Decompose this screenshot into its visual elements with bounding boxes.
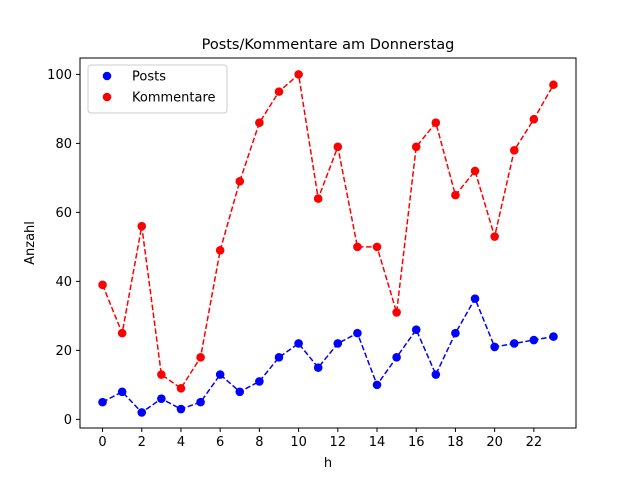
data-point-posts xyxy=(235,387,245,397)
x-tick-label: 14 xyxy=(369,435,386,450)
data-point-kommentare xyxy=(549,80,558,90)
data-point-posts xyxy=(137,408,147,417)
legend: Posts Kommentare xyxy=(87,64,228,114)
data-point-posts xyxy=(470,294,480,303)
y-tick-label: 0 xyxy=(64,413,72,428)
data-point-kommentare xyxy=(411,142,421,152)
y-tick-label: 60 xyxy=(55,206,72,221)
series-line-kommentare xyxy=(101,72,555,390)
y-tick-label: 20 xyxy=(55,344,72,359)
data-point-posts xyxy=(451,328,460,338)
data-point-kommentare xyxy=(137,221,147,231)
data-point-kommentare xyxy=(235,177,245,186)
y-axis-label: Anzahl xyxy=(23,221,38,265)
x-tick-label: 22 xyxy=(526,435,543,450)
x-tick-label: 12 xyxy=(330,435,347,450)
series-line-posts xyxy=(102,296,554,414)
data-point-kommentare xyxy=(372,242,382,252)
data-point-kommentare xyxy=(157,370,166,379)
data-point-kommentare xyxy=(313,194,323,203)
data-point-kommentare xyxy=(274,87,284,96)
data-point-kommentare xyxy=(451,190,460,200)
data-point-posts xyxy=(255,377,264,386)
legend-label: Kommentare xyxy=(132,91,216,106)
x-tick-label: 6 xyxy=(216,435,224,450)
legend-label: Posts xyxy=(132,70,166,85)
data-point-posts xyxy=(509,339,519,348)
plot-frame xyxy=(79,57,577,429)
data-point-posts xyxy=(274,352,284,362)
x-tick-label: 8 xyxy=(255,435,263,450)
data-point-kommentare xyxy=(490,232,499,241)
data-point-kommentare xyxy=(117,328,127,338)
legend-marker-posts xyxy=(102,71,112,81)
data-point-posts xyxy=(392,352,401,362)
data-point-kommentare xyxy=(353,242,362,252)
data-point-posts xyxy=(549,332,558,341)
data-point-kommentare xyxy=(176,384,186,393)
data-point-kommentare xyxy=(255,118,264,127)
data-point-kommentare xyxy=(470,166,480,176)
data-point-kommentare xyxy=(98,280,107,290)
chart-title: Posts/Kommentare am Donnerstag xyxy=(202,37,455,53)
data-point-posts xyxy=(98,397,107,407)
data-point-posts xyxy=(196,397,205,407)
x-tick-label: 20 xyxy=(486,435,503,450)
data-point-posts xyxy=(157,394,166,403)
x-tick-label: 0 xyxy=(98,435,106,450)
data-point-posts xyxy=(215,370,225,379)
x-tick-label: 10 xyxy=(290,435,307,450)
x-tick-label: 2 xyxy=(138,435,146,450)
y-axis-ticks: 0 20 40 60 80 100 xyxy=(47,68,80,428)
data-point-posts xyxy=(431,370,441,379)
data-point-kommentare xyxy=(333,142,343,152)
data-point-posts xyxy=(294,339,303,348)
data-point-kommentare xyxy=(529,114,539,124)
data-point-posts xyxy=(176,404,186,414)
data-point-posts xyxy=(529,335,539,345)
data-point-kommentare xyxy=(431,118,441,127)
x-tick-label: 4 xyxy=(177,435,185,450)
x-axis-label: h xyxy=(324,456,332,471)
x-tick-label: 18 xyxy=(447,435,464,450)
data-point-kommentare xyxy=(196,352,205,362)
legend-box xyxy=(87,64,228,114)
y-tick-label: 40 xyxy=(55,275,72,290)
data-point-posts xyxy=(411,325,421,334)
data-point-posts xyxy=(372,380,382,390)
x-axis-ticks: 0 2 4 6 8 10 12 14 16 18 20 22 xyxy=(98,428,542,450)
legend-marker-kommentare xyxy=(102,92,112,102)
x-tick-label: 16 xyxy=(408,435,425,450)
data-point-posts xyxy=(490,342,499,352)
plot-area xyxy=(98,70,558,417)
data-point-posts xyxy=(117,387,127,397)
data-point-kommentare xyxy=(294,70,303,79)
data-point-kommentare xyxy=(509,145,519,155)
y-tick-label: 100 xyxy=(47,68,72,83)
data-point-kommentare xyxy=(392,308,401,317)
data-point-kommentare xyxy=(215,246,225,255)
y-tick-label: 80 xyxy=(55,137,72,152)
data-point-posts xyxy=(313,363,323,372)
data-point-posts xyxy=(353,328,362,338)
data-point-posts xyxy=(333,339,343,348)
